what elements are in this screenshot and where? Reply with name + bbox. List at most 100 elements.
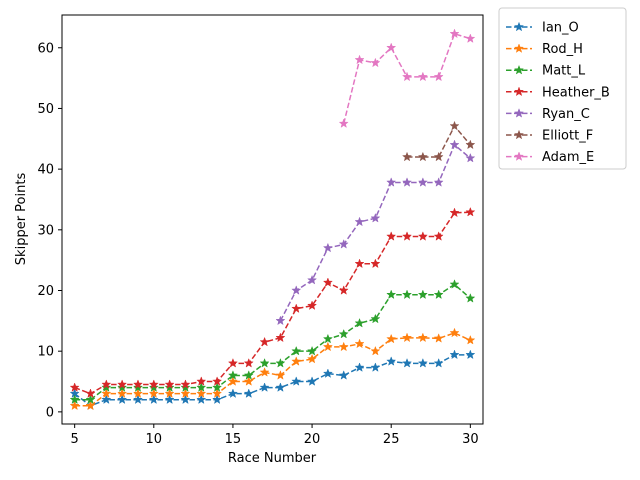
data-point-marker	[291, 303, 302, 313]
x-tick-label: 30	[462, 432, 479, 447]
legend: Ian_O Rod_H Matt_L Heather_B Ryan_C Elliott_F…	[498, 7, 627, 170]
data-point-marker	[338, 328, 349, 339]
y-tick-label: 30	[37, 223, 54, 238]
series-adam-e	[338, 28, 476, 128]
data-point-marker	[196, 382, 207, 392]
data-point-marker	[433, 71, 444, 82]
data-point-marker	[259, 367, 270, 377]
legend-item: Ryan_C	[506, 107, 590, 122]
y-tick-label: 10	[37, 345, 54, 360]
data-point-marker	[148, 379, 159, 389]
data-point-marker	[401, 332, 413, 343]
data-point-marker	[354, 362, 365, 372]
data-point-marker	[465, 293, 476, 303]
data-point-marker	[275, 382, 286, 392]
x-tick-label: 25	[383, 432, 400, 447]
data-point-marker	[449, 279, 460, 289]
data-point-marker	[212, 376, 223, 386]
data-point-marker	[417, 71, 428, 82]
data-point-marker	[117, 382, 128, 392]
data-point-marker	[354, 54, 365, 65]
data-point-marker	[243, 358, 254, 368]
data-point-marker	[101, 382, 112, 392]
data-point-marker	[449, 139, 460, 150]
series-elliott-f	[401, 120, 476, 162]
data-point-marker	[386, 42, 397, 53]
y-axis: 0 10 20 30 40 50 60	[37, 41, 62, 420]
data-point-marker	[148, 388, 159, 398]
data-point-marker	[338, 285, 349, 295]
data-point-marker	[370, 313, 381, 324]
data-point-marker	[85, 388, 96, 398]
legend-label: Elliott_F	[542, 129, 593, 144]
data-point-marker	[433, 333, 444, 343]
data-point-marker	[69, 394, 80, 405]
data-point-marker	[243, 376, 254, 386]
data-point-marker	[148, 382, 159, 392]
data-point-marker	[449, 207, 460, 218]
data-point-marker	[322, 242, 333, 253]
data-point-marker	[417, 231, 428, 241]
data-point-marker	[212, 388, 223, 398]
data-point-marker	[465, 152, 476, 163]
data-point-marker	[354, 338, 365, 349]
data-point-marker	[101, 394, 112, 405]
data-point-marker	[370, 212, 381, 223]
data-point-marker	[370, 345, 381, 356]
data-point-marker	[275, 358, 286, 368]
legend-swatch-marker	[513, 43, 525, 53]
y-tick-label: 50	[37, 102, 54, 117]
data-point-marker	[291, 356, 302, 366]
legend-swatch-marker	[513, 86, 525, 97]
data-point-marker	[243, 370, 254, 380]
data-point-marker	[227, 358, 238, 368]
data-point-marker	[85, 394, 96, 405]
data-point-marker	[180, 388, 191, 398]
data-point-marker	[433, 231, 444, 241]
data-point-marker	[401, 289, 413, 300]
data-point-marker	[449, 28, 460, 39]
data-point-marker	[433, 177, 444, 187]
legend-item: Adam_E	[506, 150, 594, 165]
y-tick-label: 20	[37, 284, 54, 299]
data-point-marker	[243, 388, 254, 398]
data-point-marker	[417, 177, 428, 187]
series-matt-l	[69, 279, 476, 405]
data-point-marker	[354, 317, 365, 328]
data-point-marker	[180, 382, 191, 392]
legend-label: Ian_O	[542, 21, 579, 36]
y-tick-label: 40	[37, 163, 54, 178]
legend-item: Rod_H	[506, 42, 583, 57]
data-point-marker	[417, 358, 428, 368]
data-point-marker	[386, 289, 397, 300]
data-point-marker	[417, 289, 428, 300]
legend-swatch-marker	[513, 64, 525, 75]
data-point-marker	[417, 332, 428, 343]
series-line	[407, 124, 471, 158]
data-point-marker	[212, 394, 223, 405]
data-point-marker	[401, 177, 413, 187]
legend-item: Heather_B	[506, 85, 610, 100]
data-point-marker	[322, 368, 333, 378]
data-point-marker	[338, 239, 349, 249]
data-point-marker	[370, 362, 381, 372]
series-layer	[69, 28, 476, 411]
data-point-marker	[117, 388, 128, 398]
data-point-marker	[164, 388, 175, 398]
x-tick-label: 5	[71, 432, 79, 447]
data-point-marker	[132, 388, 144, 398]
data-point-marker	[164, 379, 175, 389]
data-point-marker	[275, 315, 286, 326]
x-tick-label: 10	[146, 432, 163, 447]
x-axis: 5 10 15 20 25 30	[71, 424, 479, 447]
data-point-marker	[212, 382, 223, 392]
data-point-marker	[401, 231, 413, 241]
legend-swatch-marker	[513, 21, 525, 32]
plot-area	[61, 14, 484, 425]
data-point-marker	[465, 349, 476, 360]
series-line	[74, 354, 471, 407]
data-point-marker	[449, 120, 460, 131]
legend-swatch-marker	[513, 151, 525, 161]
data-point-marker	[291, 376, 302, 386]
